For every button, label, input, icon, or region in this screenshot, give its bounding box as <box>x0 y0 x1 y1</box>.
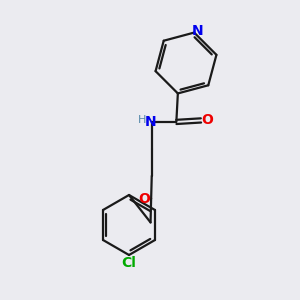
Text: O: O <box>139 192 151 206</box>
Text: N: N <box>192 24 204 38</box>
Text: N: N <box>144 115 156 129</box>
Text: Cl: Cl <box>122 256 136 270</box>
Text: H: H <box>138 115 146 124</box>
Text: O: O <box>201 113 213 128</box>
